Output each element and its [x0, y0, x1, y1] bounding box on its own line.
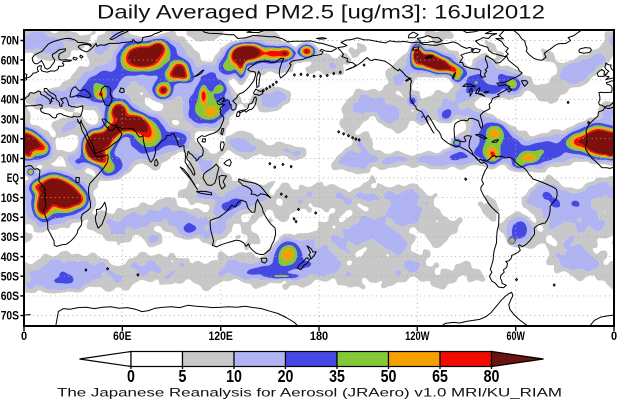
svg-text:70S: 70S [1, 309, 19, 323]
svg-text:30S: 30S [1, 230, 19, 244]
svg-text:0: 0 [21, 329, 27, 343]
svg-text:10S: 10S [1, 191, 19, 205]
svg-text:60W: 60W [507, 329, 526, 343]
svg-text:20: 20 [278, 366, 294, 386]
svg-text:120W: 120W [405, 329, 430, 343]
svg-text:5: 5 [179, 366, 187, 386]
svg-text:80: 80 [484, 366, 500, 386]
svg-text:50N: 50N [1, 73, 19, 87]
svg-text:50S: 50S [1, 269, 19, 283]
svg-text:60E: 60E [113, 329, 131, 343]
svg-text:120E: 120E [209, 329, 233, 343]
svg-text:0: 0 [127, 366, 135, 386]
svg-text:0: 0 [611, 329, 617, 343]
svg-text:40N: 40N [1, 93, 19, 107]
svg-text:50: 50 [381, 366, 397, 386]
svg-text:20N: 20N [1, 132, 19, 146]
svg-text:35: 35 [329, 366, 345, 386]
svg-text:Daily Averaged PM2.5 [ug/m3]:: Daily Averaged PM2.5 [ug/m3]: 16Jul2012 [97, 2, 545, 24]
svg-text:30N: 30N [1, 112, 19, 126]
svg-text:10: 10 [226, 366, 242, 386]
svg-text:10N: 10N [1, 152, 19, 166]
svg-text:60N: 60N [1, 53, 19, 67]
svg-text:65: 65 [432, 366, 448, 386]
svg-text:180: 180 [310, 329, 329, 343]
svg-text:The Japanese Reanalysis for Ae: The Japanese Reanalysis for Aerosol (JRA… [57, 386, 562, 400]
svg-text:60S: 60S [1, 289, 19, 303]
svg-text:70N: 70N [1, 34, 19, 48]
svg-text:EQ: EQ [7, 171, 19, 185]
svg-text:20S: 20S [1, 211, 19, 225]
svg-text:40S: 40S [1, 250, 19, 264]
